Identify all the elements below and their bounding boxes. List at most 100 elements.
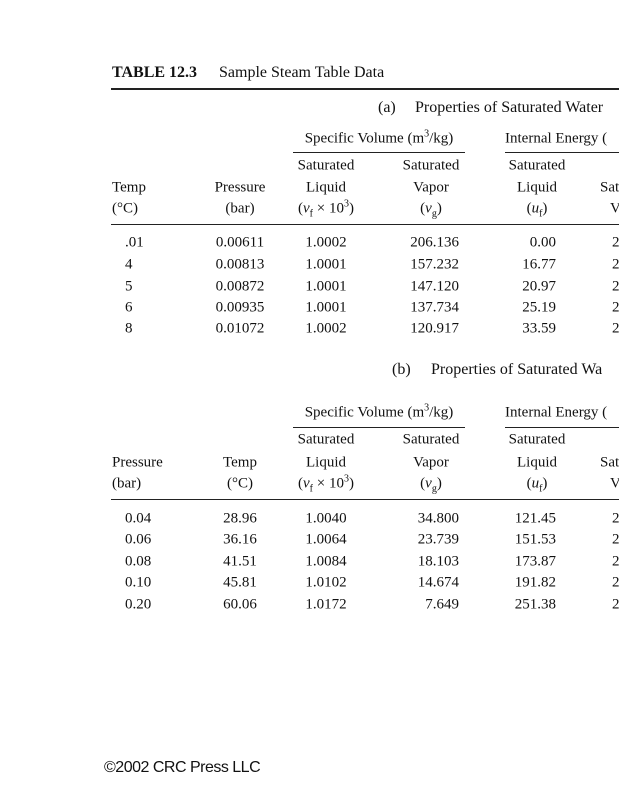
table-cell: 41.51: [223, 553, 257, 570]
text-segment: 3: [424, 402, 430, 414]
table-cell: 2: [612, 320, 619, 337]
table-cell: 2: [612, 531, 619, 548]
table-cell: 0.00813: [215, 256, 265, 273]
part-title: Properties of Saturated Wa: [431, 361, 603, 378]
table-cell: 1.0002: [305, 234, 347, 251]
table-cell: 1.0102: [305, 574, 347, 591]
text-segment: (: [526, 475, 532, 492]
column-header: V: [610, 475, 619, 492]
table-cell: 151.53: [514, 531, 556, 548]
column-header: V: [610, 200, 619, 217]
table-cell: 0.01072: [215, 320, 265, 337]
table-cell: 33.59: [522, 320, 556, 337]
table-cell: 2: [612, 234, 619, 251]
column-header: Pressure: [112, 454, 163, 471]
table-title: Sample Steam Table Data: [219, 64, 385, 81]
text-segment: ): [436, 475, 442, 492]
table-cell: 206.136: [410, 234, 459, 251]
column-header: Saturated: [402, 431, 460, 448]
text-segment: f: [309, 483, 314, 495]
column-header: Sat: [600, 454, 619, 471]
table-cell: 1.0064: [305, 531, 347, 548]
table-cell: 20.97: [522, 278, 556, 295]
table-cell: 1.0084: [305, 553, 347, 570]
text-segment: /kg): [429, 130, 454, 147]
table-cell: 0.10: [125, 574, 152, 591]
table-cell: 4: [125, 256, 133, 273]
text-segment: v: [425, 475, 432, 492]
table-cell: 173.87: [514, 553, 556, 570]
rule-line: [293, 152, 465, 153]
table-cell: 1.0001: [305, 256, 347, 273]
table-cell: 121.45: [514, 510, 556, 527]
column-header: Saturated: [508, 431, 566, 448]
text-segment: (: [526, 200, 532, 217]
rule-line: [293, 427, 465, 428]
table-cell: 2: [612, 299, 619, 316]
table-cell: 6: [125, 299, 133, 316]
column-header: (°C): [112, 200, 138, 217]
text-segment: 3: [343, 198, 349, 210]
table-cell: 0.00611: [215, 234, 265, 251]
column-header: (vf × 103): [298, 198, 354, 220]
text-segment: v: [303, 475, 310, 492]
table-cell: 28.96: [223, 510, 257, 527]
column-header: Liquid: [517, 454, 557, 471]
table-cell: 0.20: [125, 596, 152, 613]
column-header: Liquid: [306, 454, 346, 471]
text-segment: ): [436, 200, 442, 217]
text-segment: f: [539, 208, 543, 220]
text-segment: ): [348, 475, 354, 492]
group-header: Specific Volume (m3/kg): [304, 128, 454, 147]
table-cell: 2: [612, 574, 619, 591]
table-cell: 1.0002: [305, 320, 347, 337]
rule-line: [505, 152, 619, 153]
text-segment: f: [309, 208, 314, 220]
table-cell: 1.0001: [305, 278, 347, 295]
table-cell: 1.0001: [305, 299, 347, 316]
table-cell: 120.917: [410, 320, 459, 337]
table-cell: 2: [612, 256, 619, 273]
table-cell: 0.00935: [215, 299, 265, 316]
table-cell: 25.19: [522, 299, 556, 316]
table-cell: 0.00872: [215, 278, 265, 295]
table-cell: 5: [125, 278, 133, 295]
column-header: Temp: [112, 179, 146, 196]
column-header: (vg): [420, 475, 442, 494]
table-cell: .01: [125, 234, 144, 251]
rule-line: [505, 427, 619, 428]
text-segment: 3: [424, 128, 430, 140]
rule-line: [111, 88, 619, 90]
part-label: (a): [378, 99, 396, 116]
table-cell: 23.739: [417, 531, 459, 548]
text-segment: f: [539, 483, 543, 495]
column-header: Vapor: [413, 179, 449, 196]
group-header: Internal Energy (: [505, 131, 607, 147]
column-header: Saturated: [402, 157, 460, 174]
table-cell: 137.734: [410, 299, 459, 316]
text-segment: Internal Energy (: [505, 404, 608, 421]
table-cell: 2: [612, 596, 619, 613]
table-cell: 8: [125, 320, 133, 337]
text-segment: ): [542, 200, 548, 217]
table-cell: 7.649: [425, 596, 459, 613]
table-cell: 18.103: [417, 553, 459, 570]
text-segment: Specific Volume (m: [304, 130, 425, 147]
table-cell: 0.04: [125, 510, 152, 527]
text-segment: (: [420, 200, 426, 217]
text-segment: /kg): [429, 404, 454, 421]
text-segment: v: [303, 200, 310, 217]
group-header: Specific Volume (m3/kg): [305, 402, 454, 421]
column-header: Saturated: [297, 431, 355, 448]
table-cell: 1.0040: [305, 510, 347, 527]
table-cell: 0.08: [125, 553, 152, 570]
column-header: Vapor: [413, 454, 449, 471]
text-segment: × 10: [313, 475, 344, 492]
table-cell: 60.06: [223, 596, 257, 613]
table-cell: 2: [612, 510, 619, 527]
group-header: Internal Energy (: [505, 404, 608, 421]
column-header: Sat: [600, 179, 619, 196]
part-title: Properties of Saturated Water: [415, 99, 604, 116]
column-header: (vg): [420, 200, 442, 219]
